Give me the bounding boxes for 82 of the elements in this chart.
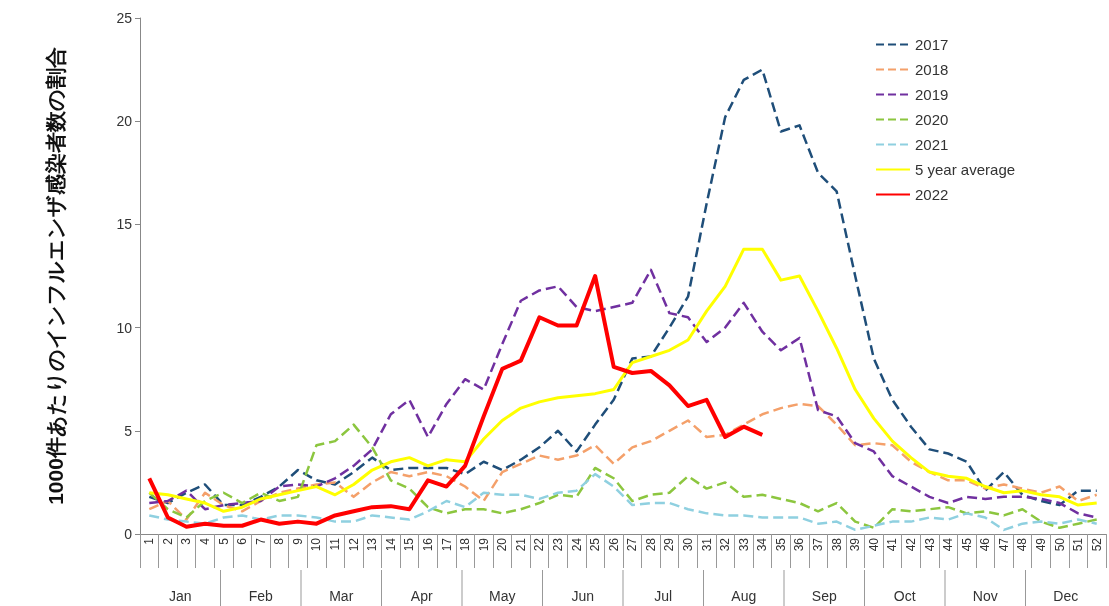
- x-tick-label: 48: [1015, 537, 1030, 552]
- x-tick-label: 5: [216, 537, 231, 545]
- text: Sep: [811, 588, 837, 604]
- y-tick-label: 15: [116, 216, 133, 233]
- y-tick-label: 0: [124, 526, 133, 542]
- x-tick-label: 44: [941, 537, 956, 552]
- x-tick-label: 31: [699, 537, 714, 552]
- line-series: [148, 402, 1098, 521]
- y-tick-label: 25: [116, 10, 133, 26]
- x-tick-label: 13: [365, 537, 380, 552]
- legend-label: 2022: [915, 186, 949, 203]
- x-tick-label: 14: [383, 537, 398, 552]
- x-tick-label: 36: [792, 537, 807, 552]
- x-tick-label: 46: [978, 537, 993, 552]
- x-tick-label: 16: [420, 537, 435, 552]
- x-tick-label: 8: [272, 537, 287, 545]
- x-tick-label: 12: [346, 537, 361, 552]
- x-tick-label: 23: [550, 537, 565, 552]
- x-tick-label: 29: [662, 537, 677, 552]
- x-tick-label: 50: [1052, 537, 1067, 552]
- x-tick-label: 40: [866, 537, 881, 552]
- x-tick-label: 22: [532, 537, 547, 552]
- x-tick-label: 39: [848, 537, 863, 552]
- x-tick-label: 18: [458, 537, 473, 552]
- x-tick-label: 1: [142, 537, 157, 545]
- x-tick-label: 20: [495, 537, 510, 552]
- x-tick-label: 28: [643, 537, 658, 552]
- line-series: [148, 423, 1098, 530]
- x-tick-label: 43: [922, 537, 937, 552]
- text: Mar: [329, 588, 354, 604]
- x-tick-label: 19: [476, 537, 491, 552]
- x-tick-label: 7: [253, 537, 268, 545]
- text: Jan: [168, 588, 192, 604]
- y-axis-title: 1000件あたりのインフルエンザ感染者数の割合: [43, 47, 68, 505]
- x-tick-label: 49: [1033, 537, 1048, 552]
- line-series: [147, 274, 765, 529]
- text: Oct: [893, 588, 916, 604]
- x-tick-label: 15: [402, 537, 417, 552]
- legend-label: 2017: [915, 36, 949, 53]
- x-tick-label: 3: [179, 537, 194, 545]
- text: Aug: [731, 588, 757, 604]
- x-tick-label: 33: [736, 537, 751, 552]
- x-tick-label: 25: [588, 537, 603, 552]
- line-series: [148, 472, 1098, 532]
- text: Feb: [248, 588, 274, 604]
- x-tick-label: 51: [1071, 537, 1086, 552]
- text: Jun: [571, 588, 595, 604]
- x-tick-label: 21: [513, 537, 528, 552]
- y-tick-label: 5: [124, 422, 133, 439]
- x-tick-label: 38: [829, 537, 844, 552]
- x-tick-label: 11: [328, 537, 343, 551]
- y-tick-label: 20: [116, 113, 133, 130]
- x-tick-label: 52: [1089, 537, 1104, 552]
- x-tick-label: 47: [996, 537, 1011, 552]
- x-tick-label: 4: [198, 537, 213, 545]
- x-tick-label: 10: [309, 537, 324, 552]
- y-tick-label: 10: [116, 319, 133, 336]
- text: Jul: [654, 588, 673, 604]
- x-tick-label: 27: [625, 537, 640, 552]
- x-tick-label: 45: [959, 537, 974, 552]
- legend-label: 2019: [915, 86, 949, 103]
- x-tick-label: 30: [681, 537, 696, 552]
- x-tick-label: 6: [235, 537, 250, 545]
- x-tick-label: 9: [290, 537, 305, 545]
- text: Dec: [1053, 588, 1079, 604]
- legend-label: 2020: [915, 111, 949, 128]
- text: Nov: [972, 588, 998, 604]
- legend-label: 2021: [915, 136, 949, 153]
- x-tick-label: 26: [606, 537, 621, 552]
- legend-label: 5 year average: [915, 161, 1016, 178]
- x-tick-label: 41: [885, 537, 900, 552]
- x-tick-label: 24: [569, 537, 584, 552]
- text: May: [489, 588, 516, 604]
- text: Apr: [410, 588, 433, 604]
- x-tick-label: 35: [773, 537, 788, 552]
- x-tick-label: 34: [755, 537, 770, 552]
- legend-label: 2018: [915, 61, 949, 78]
- x-tick-label: 2: [160, 537, 175, 545]
- x-tick-label: 42: [903, 537, 918, 552]
- x-tick-label: 37: [811, 537, 826, 552]
- x-tick-label: 32: [718, 537, 733, 552]
- x-tick-label: 17: [439, 537, 454, 552]
